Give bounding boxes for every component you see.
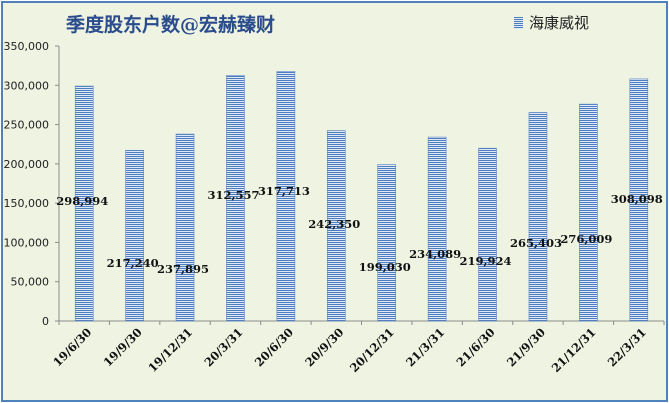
y-tick-label: 100,000 — [4, 236, 50, 249]
y-tick-label: 250,000 — [4, 119, 50, 132]
y-tick-label: 200,000 — [4, 158, 50, 171]
y-tick-label: 0 — [42, 315, 49, 328]
y-tick-label: 300,000 — [4, 79, 50, 92]
data-label: 312,557 — [207, 188, 259, 202]
bar — [276, 71, 296, 322]
x-tick-label: 19/9/30 — [101, 325, 145, 369]
axes — [58, 46, 664, 322]
y-axis-ticks: 0 50,000 100,000 150,000 200,000 250,000 300,0… — [4, 40, 665, 328]
x-tick-label: 21/9/30 — [504, 325, 548, 369]
x-tick-label: 19/6/30 — [50, 325, 94, 369]
chart-title: 季度股东户数@宏赫臻财 — [66, 14, 276, 36]
data-label: 276,009 — [560, 232, 612, 246]
data-label: 308,098 — [611, 192, 663, 206]
data-label: 237,895 — [157, 262, 209, 276]
legend: 海康威视 — [514, 12, 589, 33]
y-tick-label: 50,000 — [11, 276, 50, 289]
bar — [629, 78, 649, 322]
bar — [427, 136, 447, 322]
x-tick-label: 20/9/30 — [302, 325, 346, 369]
data-label: 199,030 — [359, 260, 411, 274]
bar — [377, 164, 397, 322]
bar — [74, 85, 94, 322]
data-label: 217,240 — [107, 256, 159, 270]
x-tick-label: 20/6/30 — [252, 325, 296, 369]
data-label: 317,713 — [258, 184, 310, 198]
bar — [579, 103, 598, 322]
bar — [125, 150, 144, 322]
bars — [74, 71, 649, 322]
bar — [175, 133, 195, 322]
x-tick-label: 22/3/31 — [605, 325, 649, 369]
y-tick-label: 350,000 — [4, 40, 50, 53]
legend-label: 海康威视 — [529, 14, 590, 32]
bar — [326, 130, 346, 322]
data-label: 298,994 — [56, 194, 108, 208]
legend-swatch — [514, 17, 523, 29]
x-tick-label: 21/6/30 — [454, 325, 498, 369]
bar — [226, 75, 245, 322]
x-tick-label: 21/12/31 — [549, 325, 599, 375]
data-label: 265,403 — [510, 236, 562, 250]
x-axis-labels: 19/6/30 19/9/30 19/12/31 20/3/31 20/6/30 20/9… — [50, 325, 649, 375]
data-label: 219,924 — [460, 254, 512, 268]
x-tick-label: 20/3/31 — [201, 325, 245, 369]
data-label: 234,089 — [409, 247, 461, 261]
bar — [478, 147, 497, 322]
bar — [528, 112, 548, 322]
data-label: 242,350 — [308, 217, 360, 231]
x-tick-label: 21/3/31 — [403, 325, 447, 369]
y-tick-label: 150,000 — [4, 197, 50, 210]
x-tick-label: 20/12/31 — [347, 325, 397, 375]
x-tick-label: 19/12/31 — [145, 325, 195, 375]
